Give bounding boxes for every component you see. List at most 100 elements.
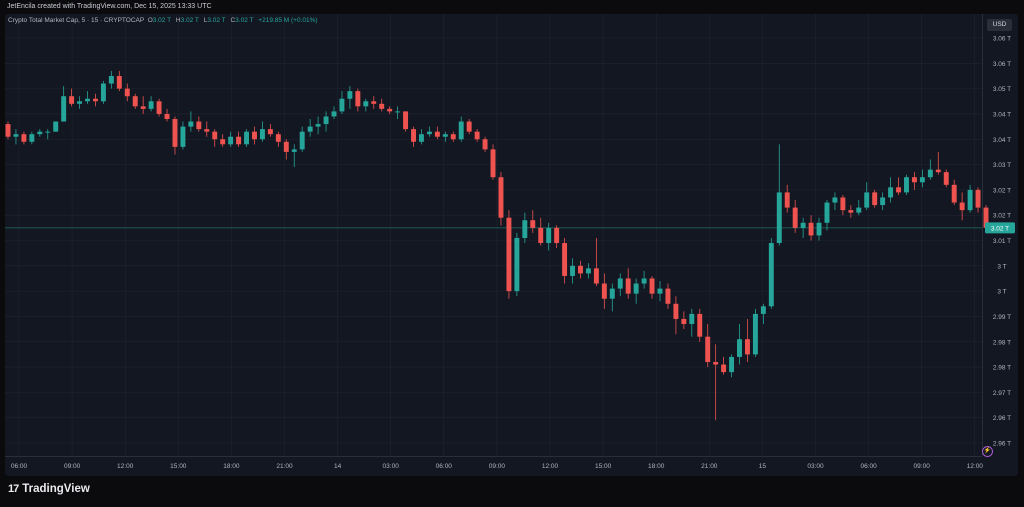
candle-body — [307, 126, 313, 132]
candle-body — [824, 202, 830, 223]
candle-body — [21, 134, 27, 142]
candle-body — [983, 207, 989, 228]
candle-body — [395, 111, 401, 113]
y-tick-label: 3 T — [997, 263, 1006, 270]
price-label: 3.02 T — [991, 225, 1009, 232]
x-tick-label: 03:00 — [807, 463, 824, 470]
candle-body — [418, 134, 424, 142]
candle-body — [673, 303, 679, 319]
candle-body — [737, 339, 742, 357]
candle-body — [236, 136, 242, 145]
candle-body — [657, 288, 663, 294]
candle-body — [252, 131, 257, 140]
candle-body — [387, 108, 393, 112]
candle-body — [856, 207, 862, 213]
currency-button[interactable]: USD — [987, 19, 1012, 31]
close-value: 3.02 T — [235, 17, 254, 24]
tradingview-logo-icon: 17 — [8, 483, 19, 495]
candle-body — [800, 222, 806, 228]
candle-body — [872, 192, 878, 206]
x-tick-label: 18:00 — [223, 463, 240, 470]
candle-body — [808, 222, 814, 236]
candle-body — [69, 96, 75, 104]
candle-body — [371, 101, 377, 104]
open-label: O — [147, 17, 153, 24]
candle-body — [697, 313, 703, 337]
candle-body — [331, 111, 337, 117]
high-label: H — [175, 17, 181, 24]
candle-body — [840, 197, 846, 211]
candle-body — [466, 121, 472, 132]
candle-body — [776, 192, 782, 244]
candle-body — [935, 169, 941, 173]
candle-body — [760, 306, 766, 314]
candle-body — [124, 88, 130, 97]
candle-body — [570, 265, 576, 276]
candle-body — [299, 131, 305, 150]
candle-body — [77, 101, 83, 104]
candle-body — [713, 362, 719, 365]
y-tick-label: 3.04 T — [993, 137, 1011, 144]
candle-body — [816, 222, 822, 236]
y-tick-label: 3.02 T — [993, 187, 1011, 194]
candle-body — [490, 149, 496, 178]
y-tick-label: 2.98 T — [993, 365, 1011, 372]
symbol-label[interactable]: Crypto Total Market Cap, 5 · 15 · CRYPTO… — [8, 17, 145, 24]
low-value: 3.02 T — [207, 17, 226, 24]
candle-body — [514, 237, 520, 292]
candle-body — [100, 83, 106, 102]
y-tick-label: 2.97 T — [993, 390, 1011, 397]
candle-body — [267, 129, 273, 135]
candle-body — [275, 134, 281, 142]
candle-body — [729, 356, 735, 373]
close-label: C — [230, 17, 236, 24]
candle-body — [379, 103, 385, 109]
y-tick-label: 3.06 T — [993, 61, 1011, 68]
candle-body — [156, 101, 162, 114]
chart-pane[interactable] — [5, 14, 1018, 476]
candle-body — [593, 268, 599, 284]
candle-body — [140, 106, 146, 109]
candle-body — [244, 131, 250, 145]
candle-body — [259, 129, 265, 140]
candle-body — [546, 227, 552, 244]
candle-body — [562, 243, 568, 276]
candle-body — [291, 149, 297, 152]
candle-body — [554, 227, 560, 244]
y-tick-label: 2.99 T — [993, 314, 1011, 321]
y-tick-label: 3 T — [997, 289, 1006, 296]
attribution-bar: JetEncila created with TradingView.com, … — [0, 0, 1024, 14]
candle-body — [578, 265, 583, 274]
candle-body — [442, 134, 448, 137]
settings-icon[interactable]: ⚡ — [982, 446, 993, 457]
candle-body — [752, 313, 758, 355]
candle-body — [617, 278, 623, 289]
candle-body — [943, 172, 949, 185]
x-tick-label: 03:00 — [383, 463, 400, 470]
candle-body — [339, 98, 345, 112]
candle-body — [609, 288, 615, 299]
candle-body — [108, 75, 114, 84]
candle-body — [601, 283, 607, 299]
candle-body — [85, 98, 90, 102]
y-tick-label: 3.04 T — [993, 111, 1011, 118]
candle-body — [911, 177, 917, 183]
candle-body — [904, 177, 909, 193]
candle-body — [530, 220, 536, 228]
candle-body — [61, 96, 67, 122]
candle-body — [29, 134, 35, 142]
candle-body — [434, 131, 440, 137]
candle-body — [283, 141, 289, 152]
candle-body — [228, 136, 234, 145]
x-tick-label: 15:00 — [595, 463, 612, 470]
candle-body — [204, 129, 210, 132]
candle-body — [888, 187, 894, 198]
x-tick-label: 12:00 — [117, 463, 134, 470]
y-tick-label: 3.01 T — [993, 238, 1011, 245]
grid-lines — [5, 14, 982, 456]
price-label-bg — [985, 222, 1015, 234]
candle-body — [403, 111, 409, 130]
y-tick-label: 2.98 T — [993, 339, 1011, 346]
x-tick-label: 15 — [759, 463, 767, 470]
